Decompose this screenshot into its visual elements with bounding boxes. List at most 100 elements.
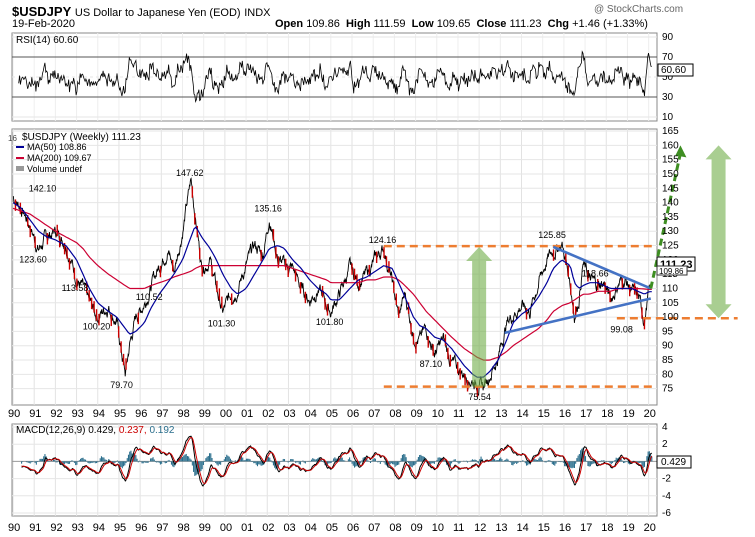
price-tick-label: 140 xyxy=(662,198,679,209)
x-tick-label: 96 xyxy=(135,522,147,534)
panel-corner-label: 16 xyxy=(8,134,17,143)
x-tick-label: 01 xyxy=(241,408,253,420)
x-tick-label: 99 xyxy=(199,408,211,420)
x-tick-label: 12 xyxy=(474,522,486,534)
price-annotation: 142.10 xyxy=(29,184,57,194)
x-tick-label: 09 xyxy=(411,408,423,420)
x-tick-label: 20 xyxy=(644,522,656,534)
x-tick-label: 91 xyxy=(29,522,41,534)
price-annotation: 99.08 xyxy=(610,325,633,335)
price-tick-label: 150 xyxy=(662,169,679,180)
rsi-line xyxy=(18,50,652,104)
price-tick-label: 75 xyxy=(662,384,674,395)
rsi-value-tag xyxy=(657,63,694,77)
x-tick-label: 00 xyxy=(220,408,232,420)
price-tick-label: 85 xyxy=(662,355,674,366)
x-tick-label: 97 xyxy=(156,522,168,534)
open-label: Open xyxy=(275,18,304,30)
volume-label: Volume undef xyxy=(27,164,83,174)
rsi-series xyxy=(18,50,652,104)
macd-series xyxy=(21,435,653,487)
price-annotation: 87.10 xyxy=(420,359,443,369)
x-tick-label: 11 xyxy=(453,408,464,420)
x-tick-label: 93 xyxy=(72,408,84,420)
x-tick-label: 19 xyxy=(622,522,634,534)
x-tick-label: 10 xyxy=(432,408,444,420)
x-tick-label: 12 xyxy=(474,408,486,420)
x-tick-label: 90 xyxy=(8,522,20,534)
x-tick-label: 18 xyxy=(601,522,613,534)
x-tick-label: 00 xyxy=(220,522,232,534)
x-tick-label: 10 xyxy=(432,522,444,534)
x-tick-label: 16 xyxy=(559,408,571,420)
price-annotation: 118.66 xyxy=(582,269,609,279)
x-tick-label: 16 xyxy=(559,522,571,534)
x-tick-label: 98 xyxy=(178,408,190,420)
close-label: Close xyxy=(476,18,507,30)
x-tick-label: 07 xyxy=(368,522,380,534)
price-tick-label: 110 xyxy=(662,283,678,294)
x-tick-label: 91 xyxy=(29,408,41,420)
green-dashed-arrow xyxy=(649,152,682,289)
macd-label-prefix: MACD(12,26,9) xyxy=(16,425,85,436)
price-tick-label: 80 xyxy=(662,369,674,380)
chg-value: +1.46 (+1.33%) xyxy=(572,18,648,30)
x-tick-label: 07 xyxy=(368,408,380,420)
high-label: High xyxy=(345,18,371,30)
price-tick-label: 95 xyxy=(662,326,674,337)
ma50-label: MA(50) 108.86 xyxy=(27,142,87,152)
green-up-arrow xyxy=(466,246,493,387)
x-tick-label: 01 xyxy=(241,522,253,534)
low-value: 109.65 xyxy=(436,18,471,30)
price-annotation: 100.20 xyxy=(83,322,111,332)
x-tick-label: 02 xyxy=(262,408,274,420)
price-annotation: 113.58 xyxy=(62,283,89,293)
x-tick-label: 92 xyxy=(50,522,62,534)
price-tick-label: 125 xyxy=(662,241,679,252)
rsi-tick-label: 70 xyxy=(662,52,674,63)
macd-tick-label: -2 xyxy=(662,474,671,485)
macd-signal-line xyxy=(21,436,653,485)
rsi-label: RSI(14) 60.60 xyxy=(16,35,79,46)
x-tick-label: 96 xyxy=(135,408,147,420)
ma200-line xyxy=(12,207,652,361)
price-title: $USDJPY (Weekly) 111.23 xyxy=(22,132,141,143)
x-tick-label: 90 xyxy=(8,408,20,420)
macd-value-tag xyxy=(656,455,692,469)
x-tick-label: 94 xyxy=(93,522,105,534)
x-tick-label: 98 xyxy=(178,522,190,534)
chg-label: Chg xyxy=(547,18,570,30)
price-annotation: 123.60 xyxy=(19,255,47,265)
x-tick-label: 95 xyxy=(114,522,126,534)
price-tick-label: 165 xyxy=(662,126,679,137)
macd-tick-label: 4 xyxy=(662,422,668,433)
x-tick-label: 06 xyxy=(347,408,359,420)
symbol: $USDJPY xyxy=(12,4,72,19)
macd-signal-value: 0.237, xyxy=(119,425,147,436)
close-value: 111.23 xyxy=(509,18,542,30)
x-tick-label: 97 xyxy=(156,408,168,420)
green-double-arrow xyxy=(705,145,732,319)
x-tick-label: 05 xyxy=(326,408,338,420)
price-annotation: 125.85 xyxy=(538,230,566,240)
x-tick-label: 03 xyxy=(283,408,295,420)
triangle-trendline xyxy=(552,245,652,290)
price-tick-label: 100 xyxy=(662,312,679,323)
high-value: 111.59 xyxy=(373,18,406,30)
ma-value-tag-text: 109.86 xyxy=(659,267,684,276)
price-annotation: 79.70 xyxy=(110,380,133,390)
x-tick-label: 95 xyxy=(114,408,126,420)
exchange: INDX xyxy=(244,7,271,19)
triangle-trendline xyxy=(504,297,652,335)
price-tick-label: 105 xyxy=(662,298,679,309)
x-tick-label: 08 xyxy=(389,408,401,420)
x-tick-label: 13 xyxy=(495,408,507,420)
macd-label: MACD(12,26,9) 0.429, 0.237, 0.192 xyxy=(16,425,175,436)
macd-tick-label: 2 xyxy=(662,439,668,450)
ma-value-tag xyxy=(656,265,688,276)
description: US Dollar to Japanese Yen (EOD) xyxy=(74,7,241,19)
rsi-tick-label: 10 xyxy=(662,112,674,123)
x-tick-label: 17 xyxy=(580,522,592,534)
x-tick-label: 03 xyxy=(283,522,295,534)
